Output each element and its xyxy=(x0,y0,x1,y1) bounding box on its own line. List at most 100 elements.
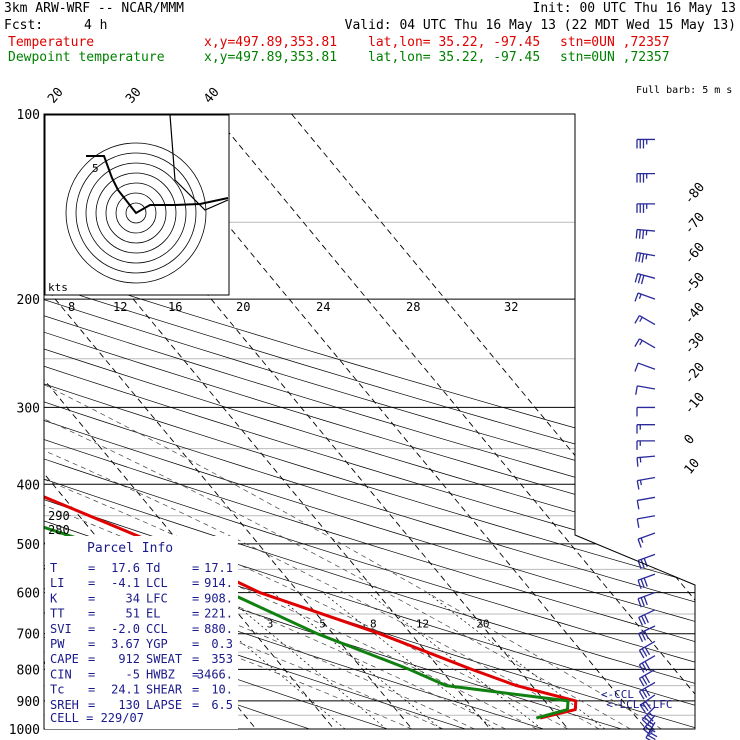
wind-barb-staff xyxy=(639,315,656,326)
wind-barb xyxy=(634,338,656,349)
wind-barb-flag xyxy=(643,614,649,624)
parcel-value: 353 xyxy=(211,652,233,666)
dry-adiabat-line xyxy=(44,126,695,729)
dewpoint-legend-name: Dewpoint temperature xyxy=(8,50,165,65)
wind-barb-flag xyxy=(645,701,652,710)
wind-barb-flag xyxy=(639,479,642,486)
wind-barb xyxy=(639,694,656,713)
isotherm-label: -30 xyxy=(682,330,709,358)
cell-motion: CELL = 229/07 xyxy=(50,711,144,725)
isotherm-label: -80 xyxy=(682,180,709,208)
parcel-key: EL xyxy=(146,607,160,621)
wind-barb-flag xyxy=(643,577,648,587)
hodograph-ring xyxy=(75,152,197,274)
hodograph-ring-label: 32 xyxy=(504,300,518,314)
pressure-label: 500 xyxy=(17,538,40,553)
hodograph-ring-marker: 5 xyxy=(92,162,99,175)
isotherm-label: -20 xyxy=(682,360,709,388)
wind-barb xyxy=(636,476,656,490)
parcel-equals: = xyxy=(88,622,95,636)
parcel-key: SREH xyxy=(50,698,79,712)
dry-adiabat-line xyxy=(44,126,508,729)
barb-legend: Full barb: 5 m s xyxy=(636,85,732,96)
dewpoint-legend-xy: x,y=497.89,353.81 xyxy=(204,50,338,65)
hodograph-ring xyxy=(125,202,147,224)
theta-side-label: 290 xyxy=(48,509,70,523)
wind-barb-flag xyxy=(638,664,645,673)
mixing-ratio-line xyxy=(220,592,387,729)
wind-barb xyxy=(634,273,656,285)
parcel-value: 221. xyxy=(204,607,233,621)
parcel-key: SVI xyxy=(50,622,72,636)
isotherm-label: -50 xyxy=(682,270,709,298)
dewpoint-legend-stn: stn=0UN ,72357 xyxy=(560,50,670,65)
parcel-key: HWBZ xyxy=(146,667,175,681)
parcel-equals: = xyxy=(88,698,95,712)
parcel-key: CIN xyxy=(50,667,72,681)
wind-barb-flag xyxy=(640,597,645,607)
wind-barb-flag xyxy=(634,362,639,372)
mixing-ratio-line xyxy=(272,592,442,729)
wind-barb xyxy=(635,228,656,240)
moist-adiabat-line xyxy=(44,298,662,729)
temperature-legend-latlon: lat,lon= 35.22, -97.45 xyxy=(368,35,541,50)
wind-barb-flag xyxy=(636,457,639,467)
parcel-value: 3466. xyxy=(197,667,233,681)
wind-barb-flag xyxy=(638,649,645,659)
parcel-value: 914. xyxy=(204,576,233,590)
pressure-label: 400 xyxy=(17,478,40,493)
forecast-hour: 4 h xyxy=(84,18,108,33)
wind-barb-flag xyxy=(640,537,644,543)
moist-adiabat-line xyxy=(44,298,600,729)
wind-barb-flag xyxy=(647,734,656,740)
hodograph-outline xyxy=(163,115,229,211)
parcel-info-panel: Parcel Info T = 17.6 Td = 17.1 LI = -4.1 LCL = 914.… xyxy=(45,536,238,729)
isotherm-label: 0 xyxy=(682,432,699,448)
wind-barb xyxy=(636,496,656,510)
wind-barb-flag xyxy=(638,691,645,700)
parcel-value: 34 xyxy=(126,591,140,605)
isotherm-label: 10 xyxy=(682,456,704,478)
hodograph-ring-label: 28 xyxy=(406,300,420,314)
wind-barb-flag xyxy=(636,500,640,510)
wind-barb xyxy=(637,573,656,589)
parcel-equals: = xyxy=(88,607,95,621)
wind-barb-staff xyxy=(637,515,656,520)
wind-barb-flag xyxy=(644,687,651,697)
wind-barb xyxy=(636,424,655,434)
parcel-equals: = xyxy=(88,667,95,681)
wind-barb-flag xyxy=(645,254,648,260)
wind-barb-flag xyxy=(646,714,654,722)
parcel-equals: = xyxy=(192,667,199,681)
parcel-info-background xyxy=(45,536,238,729)
parcel-value: 908. xyxy=(204,591,233,605)
parcel-value: 0.3 xyxy=(211,637,233,651)
wind-barb-flag xyxy=(637,274,642,284)
hodograph-ring xyxy=(65,142,207,284)
isotherm-label: -70 xyxy=(682,210,709,238)
wind-barb-flag xyxy=(643,596,648,606)
parcel-value: 912 xyxy=(118,652,140,666)
isotherm-label: 40 xyxy=(201,85,223,107)
theta-side-label: 280 xyxy=(48,523,70,537)
pressure-label: 200 xyxy=(17,293,40,308)
parcel-equals: = xyxy=(192,561,199,575)
dry-adiabat-line xyxy=(44,126,695,729)
parcel-equals: = xyxy=(192,607,199,621)
dry-adiabat-line xyxy=(44,126,695,729)
hodograph-ring xyxy=(105,182,167,244)
wind-barb-staff xyxy=(642,714,656,730)
parcel-value: -5 xyxy=(126,667,140,681)
dry-adiabat-line xyxy=(44,126,695,729)
hodograph-frame xyxy=(44,114,230,296)
parcel-equals: = xyxy=(192,576,199,590)
wind-barb-flag xyxy=(637,598,642,608)
mixing-ratio-label: 5 xyxy=(319,618,326,631)
wind-barb-staff xyxy=(639,338,656,349)
isotherm-line xyxy=(201,114,695,729)
moist-adiabat-line xyxy=(44,298,631,729)
wind-barb xyxy=(638,655,656,673)
wind-barb-flag xyxy=(638,633,644,643)
parcel-key: CCL xyxy=(146,622,168,636)
